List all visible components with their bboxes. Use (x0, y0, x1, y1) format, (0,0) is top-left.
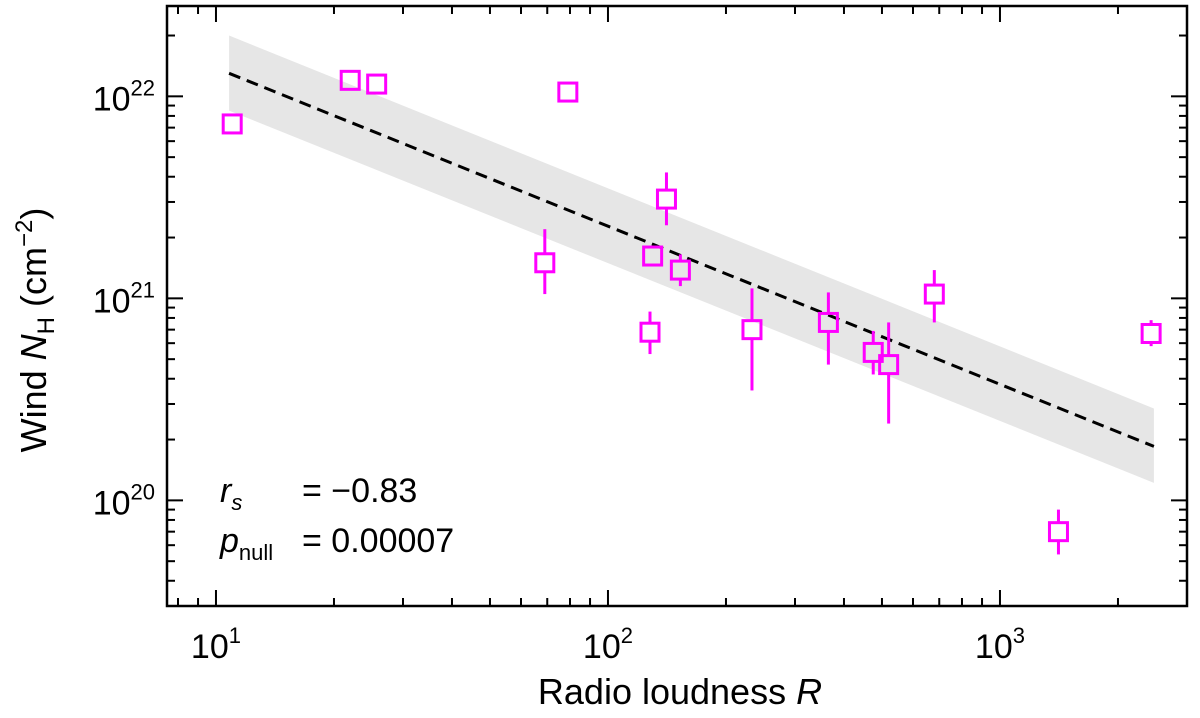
data-point (923, 270, 945, 323)
x-axis-label: Radio loudness R (538, 671, 822, 712)
data-point (339, 69, 361, 91)
fit-line-layer (228, 71, 1155, 448)
data-point-marker (221, 113, 243, 135)
data-point-marker (366, 73, 388, 95)
data-point-marker (639, 321, 661, 343)
y-tick-label: 1022 (93, 75, 155, 118)
data-point-marker (1140, 322, 1162, 344)
data-point (557, 81, 579, 103)
data-point (221, 113, 243, 135)
tick-labels-layer: 101 102 103 1020 1021 1022 (93, 75, 1025, 666)
data-point (1140, 320, 1162, 347)
data-point-marker (878, 354, 900, 376)
data-point (642, 245, 664, 267)
data-point-marker (642, 245, 664, 267)
data-point-marker (557, 81, 579, 103)
plot-frame (165, 4, 1189, 608)
data-point (655, 172, 677, 226)
data-point-marker (669, 259, 691, 281)
data-point (669, 254, 691, 287)
data-point-marker (923, 283, 945, 305)
data-point (639, 311, 661, 355)
data-point-marker (655, 188, 677, 210)
data-point-marker (339, 69, 361, 91)
spearman-rs-annotation: rs = −0.83 (220, 472, 417, 515)
fit-line (228, 71, 1155, 448)
y-tick-label: 1021 (93, 277, 155, 320)
axis-ticks-layer (167, 6, 1188, 607)
data-point (534, 229, 556, 295)
data-point (366, 73, 388, 95)
data-point (817, 292, 839, 365)
data-point-marker (534, 252, 556, 274)
data-points-layer (221, 69, 1162, 555)
data-point (1047, 509, 1069, 555)
data-point (862, 330, 884, 375)
data-point-marker (1047, 521, 1069, 543)
x-tick-label: 102 (583, 623, 633, 666)
data-point-marker (817, 311, 839, 333)
data-point-marker (741, 319, 763, 341)
data-point (741, 288, 763, 391)
data-point-marker (862, 341, 884, 363)
y-axis-label: Wind NH (cm−2) (11, 208, 60, 453)
x-tick-label: 101 (191, 623, 241, 666)
x-tick-label: 103 (975, 623, 1025, 666)
null-probability-annotation: pnull = 0.00007 (219, 522, 454, 565)
data-point (878, 322, 900, 424)
y-tick-label: 1020 (93, 479, 155, 522)
